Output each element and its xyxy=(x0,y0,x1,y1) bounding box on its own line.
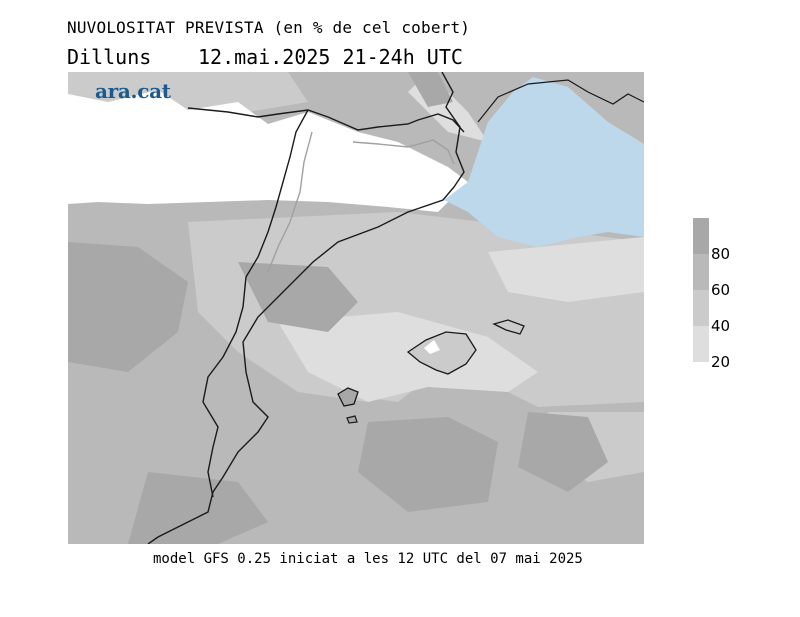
cloud-cover-map xyxy=(68,72,644,544)
region-border xyxy=(202,109,309,498)
legend-label-40: 40 xyxy=(711,317,731,335)
forecast-datetime: 12.mai.2025 21-24h UTC xyxy=(198,45,463,69)
cloud-level-80-area xyxy=(238,262,358,332)
national-border xyxy=(477,79,644,123)
cloud-level-80-area xyxy=(128,472,268,544)
cloud-level-80-area xyxy=(518,412,608,492)
map-title: NUVOLOSITAT PREVISTA (en % de cel cobert… xyxy=(67,18,471,37)
island-ibiza xyxy=(337,387,359,407)
island-menorca xyxy=(492,319,525,335)
cloud-level-80-area xyxy=(358,417,498,512)
cloud-level-20-area xyxy=(278,312,538,402)
legend-swatch-60 xyxy=(693,254,709,290)
cloud-level-80-area xyxy=(408,72,453,107)
forecast-day: Dilluns xyxy=(67,45,152,69)
legend-label-80: 80 xyxy=(711,245,731,263)
cloud-level-80-area xyxy=(68,242,188,372)
map-canvas xyxy=(68,72,644,544)
ara-cat-logo: ara.cat xyxy=(95,79,171,103)
legend-swatch-80 xyxy=(693,218,709,254)
legend-label-60: 60 xyxy=(711,281,731,299)
clear-sky-area xyxy=(68,90,468,212)
national-border xyxy=(187,107,465,133)
legend-label-20: 20 xyxy=(711,353,731,371)
coastline xyxy=(147,72,465,544)
legend-swatch-20 xyxy=(693,326,709,362)
legend-swatch-40 xyxy=(693,290,709,326)
model-source-note: model GFS 0.25 iniciat a les 12 UTC del … xyxy=(153,551,583,567)
island-mallorca xyxy=(406,331,477,375)
cloud-level-20-area xyxy=(488,237,644,302)
island-mallorca-clear xyxy=(424,340,440,354)
region-border xyxy=(352,139,455,165)
island-formentera xyxy=(346,415,358,424)
cloud-cover-legend xyxy=(693,218,709,362)
region-border xyxy=(267,131,313,273)
clear-sky-sea-area xyxy=(444,77,644,247)
